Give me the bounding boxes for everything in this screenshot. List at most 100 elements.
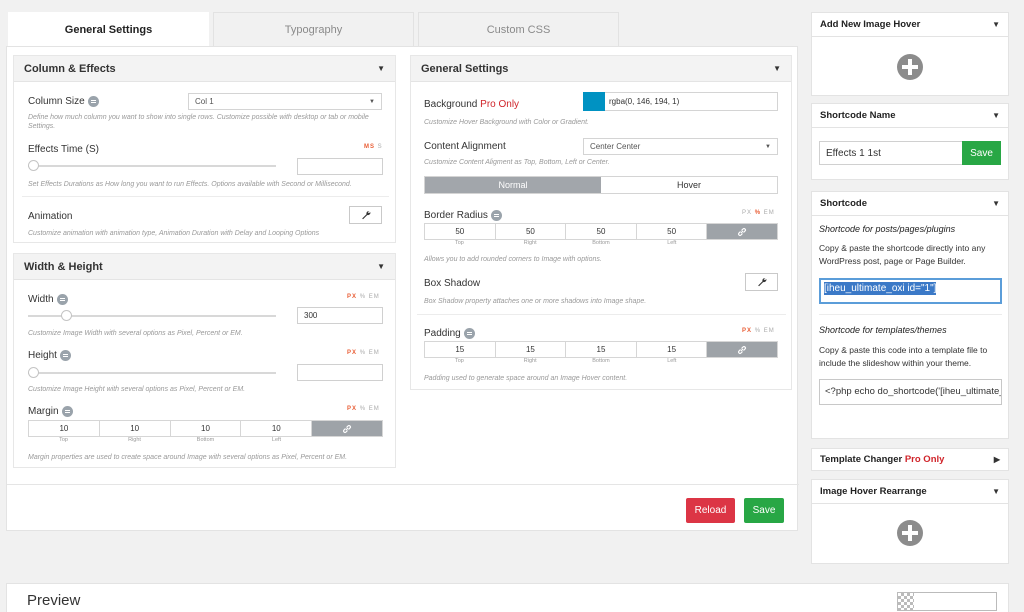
card-title: General Settings — [421, 62, 509, 75]
help-icon[interactable] — [56, 294, 68, 305]
caret-down-icon[interactable]: ▼ — [992, 487, 1000, 496]
link-values-button[interactable] — [312, 421, 382, 436]
padding-side-labels: Top Right Bottom Left — [454, 358, 677, 364]
shortcode-name-input[interactable]: Effects 1 1st — [819, 141, 963, 165]
height-hint: Customize Image Height with several opti… — [28, 386, 246, 393]
effects-time-slider[interactable] — [28, 160, 276, 171]
unit-em[interactable]: EM — [763, 210, 775, 216]
padding-left-input[interactable]: 15 — [637, 342, 708, 357]
panel-header[interactable]: Template Changer Pro Only ▶ — [820, 454, 1000, 465]
margin-left-input[interactable]: 10 — [241, 421, 313, 436]
shortcode-name-save-button[interactable]: Save — [962, 141, 1001, 165]
slider-handle[interactable] — [28, 367, 39, 378]
help-icon[interactable] — [490, 210, 502, 221]
radius-left-input[interactable]: 50 — [637, 224, 708, 239]
height-slider[interactable] — [28, 367, 276, 378]
margin-top-input[interactable]: 10 — [29, 421, 100, 436]
transparent-swatch[interactable] — [898, 593, 914, 610]
height-input[interactable] — [297, 364, 383, 381]
margin-label: Margin — [28, 406, 73, 417]
box-shadow-settings-button[interactable] — [745, 273, 778, 291]
link-values-button[interactable] — [707, 342, 777, 357]
unit-em[interactable]: EM — [368, 406, 380, 412]
caret-down-icon[interactable]: ▼ — [992, 199, 1000, 208]
tab-hover[interactable]: Hover — [676, 180, 701, 190]
link-values-button[interactable] — [707, 224, 777, 239]
unit-px[interactable]: PX — [347, 350, 358, 356]
radius-bottom-input[interactable]: 50 — [566, 224, 637, 239]
templates-shortcode-field[interactable]: <?php echo do_shortcode('[iheu_ultimate_… — [819, 379, 1002, 405]
add-plus-icon[interactable] — [897, 54, 923, 80]
caret-down-icon[interactable]: ▼ — [773, 64, 781, 73]
padding-bottom-input[interactable]: 15 — [566, 342, 637, 357]
caret-down-icon[interactable]: ▼ — [377, 262, 385, 271]
animation-settings-button[interactable] — [349, 206, 382, 224]
padding-right-input[interactable]: 15 — [496, 342, 567, 357]
pro-badge: Pro Only — [480, 99, 520, 110]
tab-normal[interactable]: Normal — [425, 177, 601, 193]
posts-shortcode-field[interactable]: [iheu_ultimate_oxi id="1"] — [819, 278, 1002, 304]
help-icon[interactable] — [61, 406, 73, 417]
unit-em[interactable]: EM — [368, 294, 380, 300]
width-hint: Customize Image Width with several optio… — [28, 330, 243, 337]
width-input[interactable]: 300 — [297, 307, 383, 324]
unit-percent[interactable]: % — [754, 210, 762, 216]
add-plus-icon[interactable] — [897, 520, 923, 546]
caret-down-icon[interactable]: ▼ — [377, 64, 385, 73]
help-icon[interactable] — [59, 350, 71, 361]
slider-handle[interactable] — [61, 310, 72, 321]
unit-em[interactable]: EM — [368, 350, 380, 356]
radius-top-input[interactable]: 50 — [425, 224, 496, 239]
margin-dimensions: 10 10 10 10 Top Right Bottom Left — [28, 420, 383, 443]
unit-percent[interactable]: % — [359, 350, 367, 356]
unit-percent[interactable]: % — [359, 406, 367, 412]
column-effects-header[interactable]: Column & Effects ▼ — [14, 56, 395, 82]
card-title: Column & Effects — [24, 62, 116, 75]
width-slider[interactable] — [28, 310, 276, 321]
tab-custom-css[interactable]: Custom CSS — [418, 12, 619, 47]
caret-down-icon[interactable]: ▼ — [992, 20, 1000, 29]
content-alignment-select[interactable]: Center Center ▼ — [583, 138, 778, 155]
effects-time-units: MS S — [364, 144, 383, 150]
caret-right-icon[interactable]: ▶ — [993, 455, 1000, 464]
help-icon[interactable] — [87, 96, 99, 107]
unit-em[interactable]: EM — [763, 328, 775, 334]
preview-background-picker[interactable] — [897, 592, 997, 611]
panel-header[interactable]: Shortcode Name ▼ — [812, 104, 1008, 128]
padding-top-input[interactable]: 15 — [425, 342, 496, 357]
radius-right-input[interactable]: 50 — [496, 224, 567, 239]
unit-px[interactable]: PX — [347, 294, 358, 300]
templates-shortcode-text: Copy & paste this code into a template f… — [819, 345, 988, 368]
width-height-header[interactable]: Width & Height ▼ — [14, 254, 395, 280]
reload-button[interactable]: Reload — [686, 498, 735, 523]
slider-handle[interactable] — [28, 160, 39, 171]
unit-ms[interactable]: MS — [364, 144, 375, 150]
unit-px[interactable]: PX — [742, 210, 753, 216]
margin-right-input[interactable]: 10 — [100, 421, 171, 436]
color-swatch[interactable] — [583, 92, 605, 111]
unit-px[interactable]: PX — [742, 328, 753, 334]
posts-shortcode-text: Copy & paste the shortcode directly into… — [819, 243, 986, 266]
panel-header[interactable]: Image Hover Rearrange ▼ — [812, 480, 1008, 504]
background-color-picker[interactable]: rgba(0, 146, 194, 1) — [583, 92, 778, 111]
tab-typography[interactable]: Typography — [213, 12, 414, 47]
general-settings-header[interactable]: General Settings ▼ — [411, 56, 791, 82]
panel-header[interactable]: Add New Image Hover ▼ — [812, 13, 1008, 37]
preview-panel: Preview — [6, 583, 1009, 612]
settings-tabs: General Settings Typography Custom CSS — [8, 12, 619, 47]
border-radius-hint: Allows you to add rounded corners to Ima… — [424, 256, 602, 263]
help-icon[interactable] — [463, 328, 475, 339]
unit-px[interactable]: PX — [347, 406, 358, 412]
column-size-select[interactable]: Col 1 ▼ — [188, 93, 382, 110]
margin-bottom-input[interactable]: 10 — [171, 421, 242, 436]
unit-s[interactable]: S — [377, 144, 383, 150]
caret-down-icon[interactable]: ▼ — [992, 111, 1000, 120]
effects-time-input[interactable] — [297, 158, 383, 175]
animation-hint: Customize animation with animation type,… — [28, 230, 320, 237]
height-label: Height — [28, 350, 71, 361]
unit-percent[interactable]: % — [359, 294, 367, 300]
panel-header[interactable]: Shortcode ▼ — [812, 192, 1008, 216]
tab-general-settings[interactable]: General Settings — [8, 12, 209, 47]
save-button[interactable]: Save — [744, 498, 784, 523]
unit-percent[interactable]: % — [754, 328, 762, 334]
